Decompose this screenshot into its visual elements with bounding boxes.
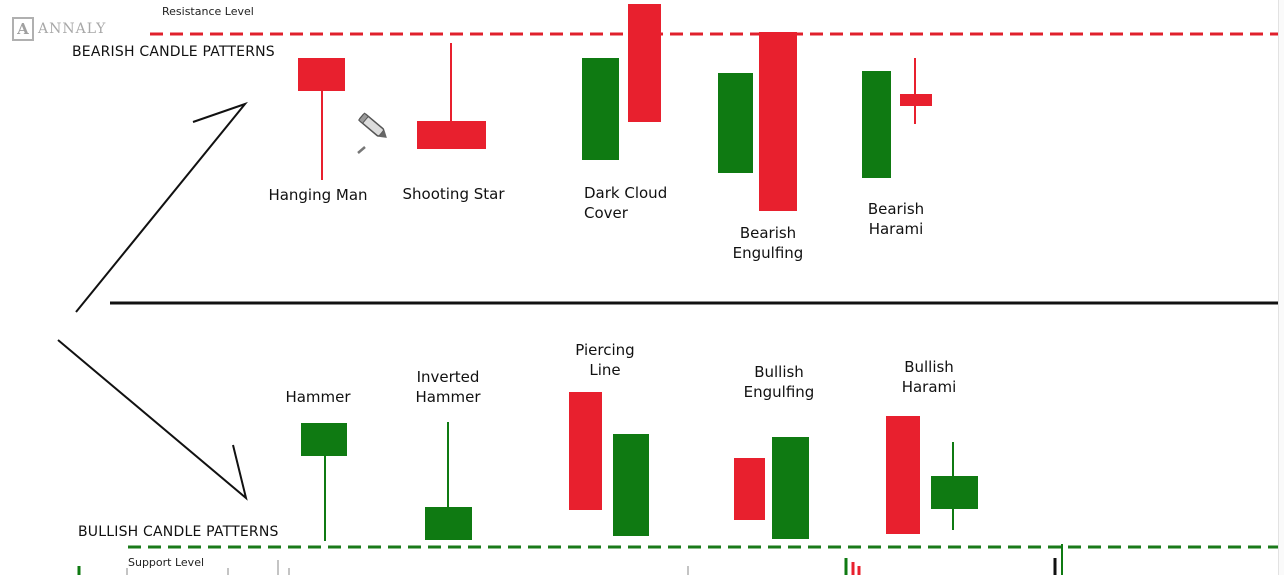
support-level-label: Support Level (128, 556, 205, 569)
bullish-arrow (57, 339, 248, 501)
label-hammer: Hammer (278, 387, 358, 407)
label-line: Bearish (867, 200, 925, 218)
candle-body-bull (862, 71, 891, 178)
label-inverted-hammer: Inverted Hammer (408, 367, 488, 407)
annaly-logo: A ANNALY (12, 16, 106, 42)
label-line: Piercing (575, 341, 635, 359)
label-line: Shooting Star (402, 185, 505, 203)
candle-bullish-engulfing (734, 437, 809, 539)
candle-body (417, 121, 486, 149)
candle-body-bull (772, 437, 809, 539)
label-piercing-line: Piercing Line (565, 340, 645, 380)
candle-body-bear (759, 32, 797, 211)
label-line: Engulfing (743, 383, 815, 401)
candle-bullish-harami (886, 416, 978, 534)
bullish-section-title: BULLISH CANDLE PATTERNS (78, 524, 279, 540)
label-line: Bearish (739, 224, 797, 242)
label-bearish-engulfing: Bearish Engulfing (725, 223, 811, 263)
candle-shooting-star (417, 43, 486, 149)
candle-body-bear (569, 392, 602, 510)
label-line: Harami (901, 378, 957, 396)
label-hanging-man: Hanging Man (262, 185, 374, 205)
label-bearish-harami: Bearish Harami (860, 199, 932, 239)
candle-body-bull (718, 73, 753, 173)
pen-annotation-icon (357, 112, 387, 138)
candle-body-bull (931, 476, 978, 509)
candle-body-bull (582, 58, 619, 160)
candle-bearish-engulfing (718, 32, 797, 211)
label-bullish-harami: Bullish Harami (893, 357, 965, 397)
label-line: Bullish (754, 363, 804, 381)
candle-hanging-man (298, 58, 345, 180)
annaly-logo-icon: A (12, 17, 34, 41)
candle-body (301, 423, 347, 456)
candle-body-bear (628, 4, 661, 122)
label-dark-cloud-cover: Dark Cloud Cover (584, 183, 667, 223)
label-line: Harami (868, 220, 924, 238)
candle-dark-cloud-cover (582, 4, 661, 160)
candle-body-bear (886, 416, 920, 534)
scrollbar-edge[interactable] (1278, 0, 1284, 575)
bearish-arrow (75, 101, 248, 313)
bearish-section-title: BEARISH CANDLE PATTERNS (72, 44, 275, 60)
label-line: Hammer (415, 388, 481, 406)
candle-hammer (301, 423, 347, 541)
label-line: Inverted (416, 368, 480, 386)
label-line: Line (589, 361, 621, 379)
label-line: Cover (584, 204, 628, 222)
candle-bearish-harami (862, 58, 932, 178)
candle-body-bull (613, 434, 649, 536)
candle-body-bear (734, 458, 765, 520)
resistance-level-label: Resistance Level (162, 5, 254, 18)
label-line: Hanging Man (268, 186, 368, 204)
label-line: Hammer (285, 388, 351, 406)
label-line: Dark Cloud (584, 184, 668, 202)
label-line: Bullish (904, 358, 954, 376)
candle-piercing-line (569, 392, 649, 536)
pen-annotation-tick (357, 146, 366, 154)
candle-body (298, 58, 345, 91)
candle-inverted-hammer (425, 422, 472, 540)
annaly-logo-text: ANNALY (38, 21, 107, 37)
label-shooting-star: Shooting Star (396, 184, 511, 204)
candle-body (425, 507, 472, 540)
candle-body-bear (900, 94, 932, 106)
background-chart-remnants (77, 544, 1063, 575)
label-bullish-engulfing: Bullish Engulfing (736, 362, 822, 402)
label-line: Engulfing (732, 244, 804, 262)
